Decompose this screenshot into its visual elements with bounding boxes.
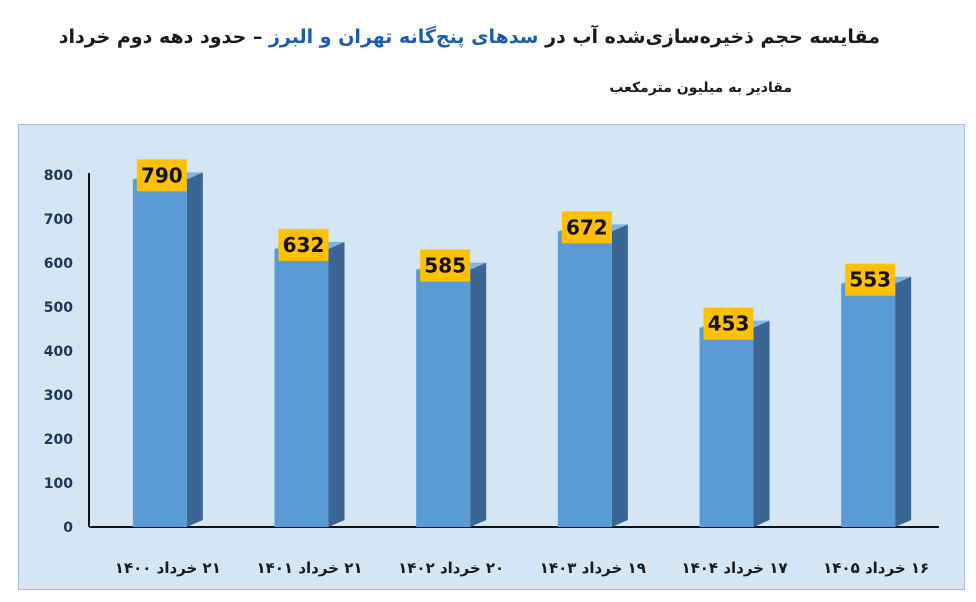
y-axis-ticks: 0 100 200 300 400 500 600 700 800 xyxy=(44,168,73,536)
bar-front xyxy=(274,248,329,528)
data-label-value: 453 xyxy=(708,312,750,336)
data-label: 585 xyxy=(420,249,471,282)
data-label: 553 xyxy=(845,263,896,296)
bar-front xyxy=(557,231,612,527)
bar-side xyxy=(895,276,912,527)
y-tick-label: 300 xyxy=(44,388,73,404)
bar-front xyxy=(416,269,471,527)
x-tick-label: ۲۰ خرداد ۱۴۰۲ xyxy=(398,559,504,577)
axes xyxy=(88,173,939,528)
data-label: 453 xyxy=(703,307,754,340)
bar-side xyxy=(753,320,770,527)
bar-side xyxy=(186,172,203,527)
chart-title-highlight: سدهای پنج‌گانه تهران و البرز xyxy=(269,26,539,48)
bar-chart: 0 100 200 300 400 500 600 700 800 790 632 585 672 45… xyxy=(44,159,939,577)
data-label-bg xyxy=(420,249,471,282)
data-label: 790 xyxy=(136,159,187,192)
data-label-value: 632 xyxy=(283,233,325,257)
bar-front xyxy=(841,283,896,527)
bar xyxy=(699,320,770,527)
x-tick-label: ۲۱ خرداد ۱۴۰۰ xyxy=(115,559,221,577)
x-tick-label: ۱۷ خرداد ۱۴۰۴ xyxy=(681,559,787,577)
data-labels: 790 632 585 672 453 553 xyxy=(136,159,896,340)
bar xyxy=(416,262,487,527)
chart-title-part2: – حدود دهه دوم خرداد xyxy=(58,26,263,48)
chart-title-part1: مقایسه حجم ذخیره‌سازی‌شده آب در xyxy=(545,26,880,48)
data-label: 632 xyxy=(278,228,329,261)
x-tick-label: ۱۶ خرداد ۱۴۰۵ xyxy=(823,559,929,577)
bar-front xyxy=(132,179,187,527)
chart-panel: 0 100 200 300 400 500 600 700 800 790 632 585 672 45… xyxy=(18,124,965,590)
y-tick-label: 700 xyxy=(44,212,73,228)
y-tick-label: 0 xyxy=(63,520,73,536)
chart-subtitle: مقادیر به میلیون مترمکعب xyxy=(609,80,792,96)
bar xyxy=(557,224,628,527)
bar-front xyxy=(699,327,754,527)
bar xyxy=(274,241,345,528)
data-label-bg xyxy=(561,211,612,244)
bar xyxy=(132,172,203,527)
bar xyxy=(841,276,912,527)
data-label-bg xyxy=(136,159,187,192)
data-label-bg xyxy=(845,263,896,296)
data-label-value: 585 xyxy=(424,254,466,278)
bar-side xyxy=(611,224,628,527)
y-tick-label: 600 xyxy=(44,256,73,272)
chart-title: مقایسه حجم ذخیره‌سازی‌شده آب در سدهای پن… xyxy=(59,26,880,48)
data-label-value: 672 xyxy=(566,215,608,239)
data-label-bg xyxy=(703,307,754,340)
y-tick-label: 500 xyxy=(44,300,73,316)
x-tick-label: ۲۱ خرداد ۱۴۰۱ xyxy=(256,559,362,577)
y-tick-label: 400 xyxy=(44,344,73,360)
bar-side xyxy=(470,262,487,527)
x-axis-labels: ۲۱ خرداد ۱۴۰۰ ۲۱ خرداد ۱۴۰۱ ۲۰ خرداد ۱۴۰۲ ۱… xyxy=(115,559,929,577)
bars xyxy=(132,172,912,528)
data-label-value: 553 xyxy=(849,268,891,292)
x-tick-label: ۱۹ خرداد ۱۴۰۳ xyxy=(540,559,646,577)
y-tick-label: 100 xyxy=(44,476,73,492)
data-label-bg xyxy=(278,228,329,261)
y-tick-label: 200 xyxy=(44,432,73,448)
data-label: 672 xyxy=(561,211,612,244)
y-tick-label: 800 xyxy=(44,168,73,184)
bar-side xyxy=(328,241,345,528)
data-label-value: 790 xyxy=(141,163,183,187)
